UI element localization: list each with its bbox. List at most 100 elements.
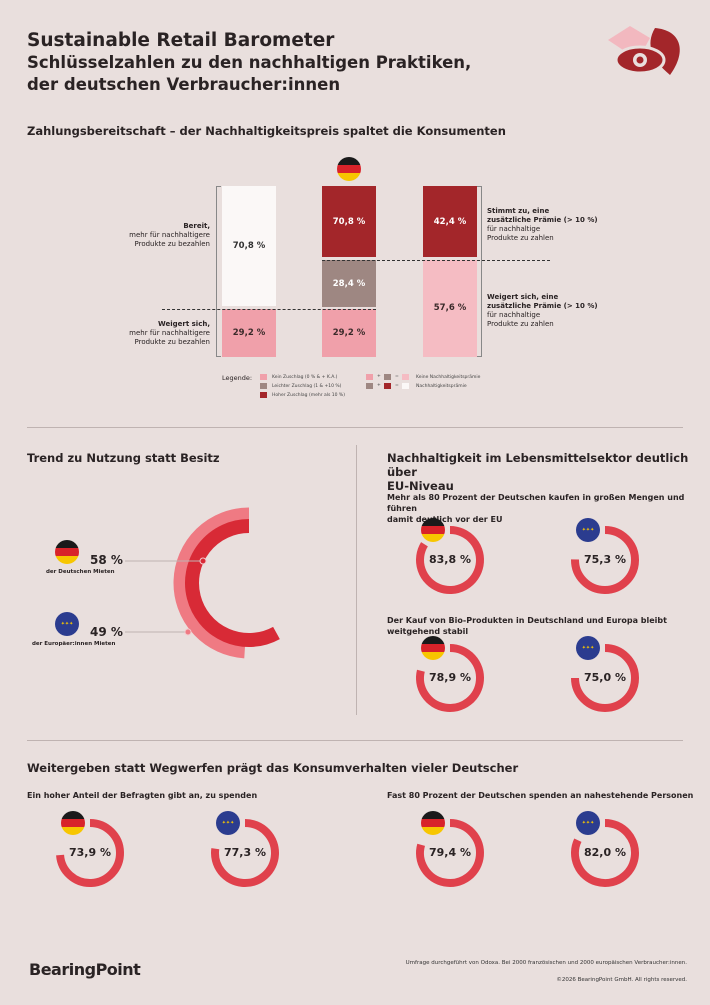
bar-label: 42,4 %	[433, 216, 467, 227]
legend-item: Kein Zuschlag (0 % & + K.A.)	[272, 375, 338, 380]
section-title-donate: Weitergeben statt Wegwerfen prägt das Ko…	[27, 761, 519, 775]
subtitle-food-1: Mehr als 80 Prozent der Deutschen kaufen…	[387, 493, 685, 524]
section-title-food: Nachhaltigkeit im Lebensmittelsektor deu…	[387, 451, 689, 493]
gauge-value: 83,8 %	[429, 553, 471, 566]
gauge-ring	[56, 819, 124, 887]
equals-sign: =	[395, 374, 399, 379]
gauge-arc	[211, 819, 279, 887]
eu-flag-icon: ✦✦✦	[576, 518, 600, 542]
gauge-value: 73,9 %	[69, 846, 111, 859]
gauge-ring	[571, 819, 639, 887]
page-subtitle: Schlüsselzahlen zu den nachhaltigen Prak…	[27, 53, 472, 72]
label-refuses: Weigert sich, mehr für nachhaltigere Produ…	[129, 320, 210, 346]
gauge-ring	[416, 644, 484, 712]
subtitle-donate-2: Fast 80 Prozent der Deutschen spenden an…	[387, 791, 694, 800]
legend-item: Leichter Zuschlag (1 & +10 %)	[272, 384, 342, 389]
gauge-arc	[416, 819, 484, 887]
gauge-ring	[571, 526, 639, 594]
legend-item: Nachhaltigkeitsprämie	[416, 384, 467, 389]
gauge-ring	[416, 819, 484, 887]
legend-swatch	[402, 383, 409, 389]
donut-arc-de	[185, 519, 280, 647]
subtitle-donate-1: Ein hoher Anteil der Befragten gibt an, …	[27, 791, 258, 800]
bar-label: 29,2 %	[232, 327, 266, 338]
leader-dot	[199, 557, 207, 565]
legend-swatch	[402, 374, 409, 380]
legend-swatch	[384, 374, 391, 380]
legend-item: Hoher Zuschlag (mehr als 10 %)	[272, 393, 345, 398]
bar-label: 57,6 %	[433, 303, 467, 314]
gauge-arc	[571, 819, 639, 887]
divider	[27, 740, 683, 741]
gauge-value: 75,3 %	[584, 553, 626, 566]
bearingpoint-logo: BearingPoint	[29, 960, 141, 979]
footer-copyright: ©2026 BearingPoint GmbH. All rights rese…	[556, 977, 687, 983]
legend-swatch	[260, 383, 267, 389]
gauge-arc	[416, 644, 484, 712]
gauge-ring	[416, 526, 484, 594]
legend-swatch	[366, 374, 373, 380]
divider-dashed	[322, 260, 550, 261]
gauge-arc	[416, 526, 484, 594]
section-title-payment: Zahlungsbereitschaft – der Nachhaltigkei…	[27, 124, 506, 138]
gauge-value: 79,4 %	[429, 846, 471, 859]
header: Sustainable Retail Barometer Schlüsselza…	[27, 30, 471, 96]
bar-label: 70,8 %	[332, 216, 366, 227]
divider-dashed	[162, 309, 376, 310]
bar-label: 70,8 %	[232, 240, 266, 251]
gauge-value: 75,0 %	[584, 671, 626, 684]
equals-sign: =	[395, 383, 399, 388]
page-subtitle-2: der deutschen Verbraucher:innen	[27, 75, 341, 94]
section-title-rent: Trend zu Nutzung statt Besitz	[27, 451, 220, 465]
germany-flag-icon	[421, 518, 445, 542]
bar-segment: 29,2 %	[322, 308, 376, 357]
germany-flag-icon	[421, 811, 445, 835]
gauge-arc	[571, 526, 639, 594]
bracket	[477, 186, 482, 357]
bar-segment: 42,4 %	[423, 186, 477, 257]
legend-swatch	[384, 383, 391, 389]
plus-sign: +	[377, 383, 381, 388]
bar-label: 28,4 %	[332, 278, 366, 289]
gauge-arc	[571, 644, 639, 712]
value-eu-rent: 49 %	[90, 625, 123, 639]
gauge-ring	[571, 644, 639, 712]
eu-flag-icon: ✦✦✦	[55, 612, 79, 636]
footer-note: Umfrage durchgeführt von Odoxa. Bei 2000…	[405, 960, 687, 966]
label-refuses-premium: Weigert sich, eine zusätzliche Prämie (> …	[487, 293, 598, 328]
germany-flag-icon	[421, 636, 445, 660]
germany-flag-icon	[61, 811, 85, 835]
eu-flag-icon: ✦✦✦	[216, 811, 240, 835]
gauge-value: 77,3 %	[224, 846, 266, 859]
divider-vertical	[356, 445, 357, 715]
subtitle-food-2: Der Kauf von Bio-Produkten in Deutschlan…	[387, 616, 667, 636]
germany-flag-icon	[337, 157, 361, 181]
rent-donut	[125, 507, 280, 659]
bar-segment: 70,8 %	[222, 186, 276, 306]
page-title: Sustainable Retail Barometer	[27, 30, 335, 51]
divider	[27, 427, 683, 428]
legend-swatch	[260, 374, 267, 380]
leader-dot	[184, 628, 192, 636]
caption-de-rent: der Deutschen Mieten	[46, 569, 115, 575]
eu-flag-icon: ✦✦✦	[576, 811, 600, 835]
legend-title: Legende:	[222, 374, 253, 382]
bar-segment: 70,8 %	[322, 186, 376, 257]
label-agrees-premium: Stimmt zu, eine zusätzliche Prämie (> 10 …	[487, 207, 598, 242]
gauge-value: 78,9 %	[429, 671, 471, 684]
donut-arc-eu	[173, 507, 250, 659]
bar-segment: 57,6 %	[423, 260, 477, 357]
gauge-ring	[211, 819, 279, 887]
eu-flag-icon: ✦✦✦	[576, 636, 600, 660]
plus-sign: +	[377, 374, 381, 379]
legend-swatch	[366, 383, 373, 389]
gauge-value: 82,0 %	[584, 846, 626, 859]
legend-swatch	[260, 392, 267, 398]
gauge-arc	[56, 819, 124, 887]
label-willing: Bereit, mehr für nachhaltigere Produkte zu…	[129, 222, 210, 248]
tag-leaf-eye-icon	[608, 26, 680, 75]
germany-flag-icon	[55, 540, 79, 564]
legend-item: Keine Nachhaltigkeitsprämie	[416, 375, 481, 380]
bracket	[216, 186, 221, 357]
caption-eu-rent: der Europäer:innen Mieten	[32, 641, 116, 647]
